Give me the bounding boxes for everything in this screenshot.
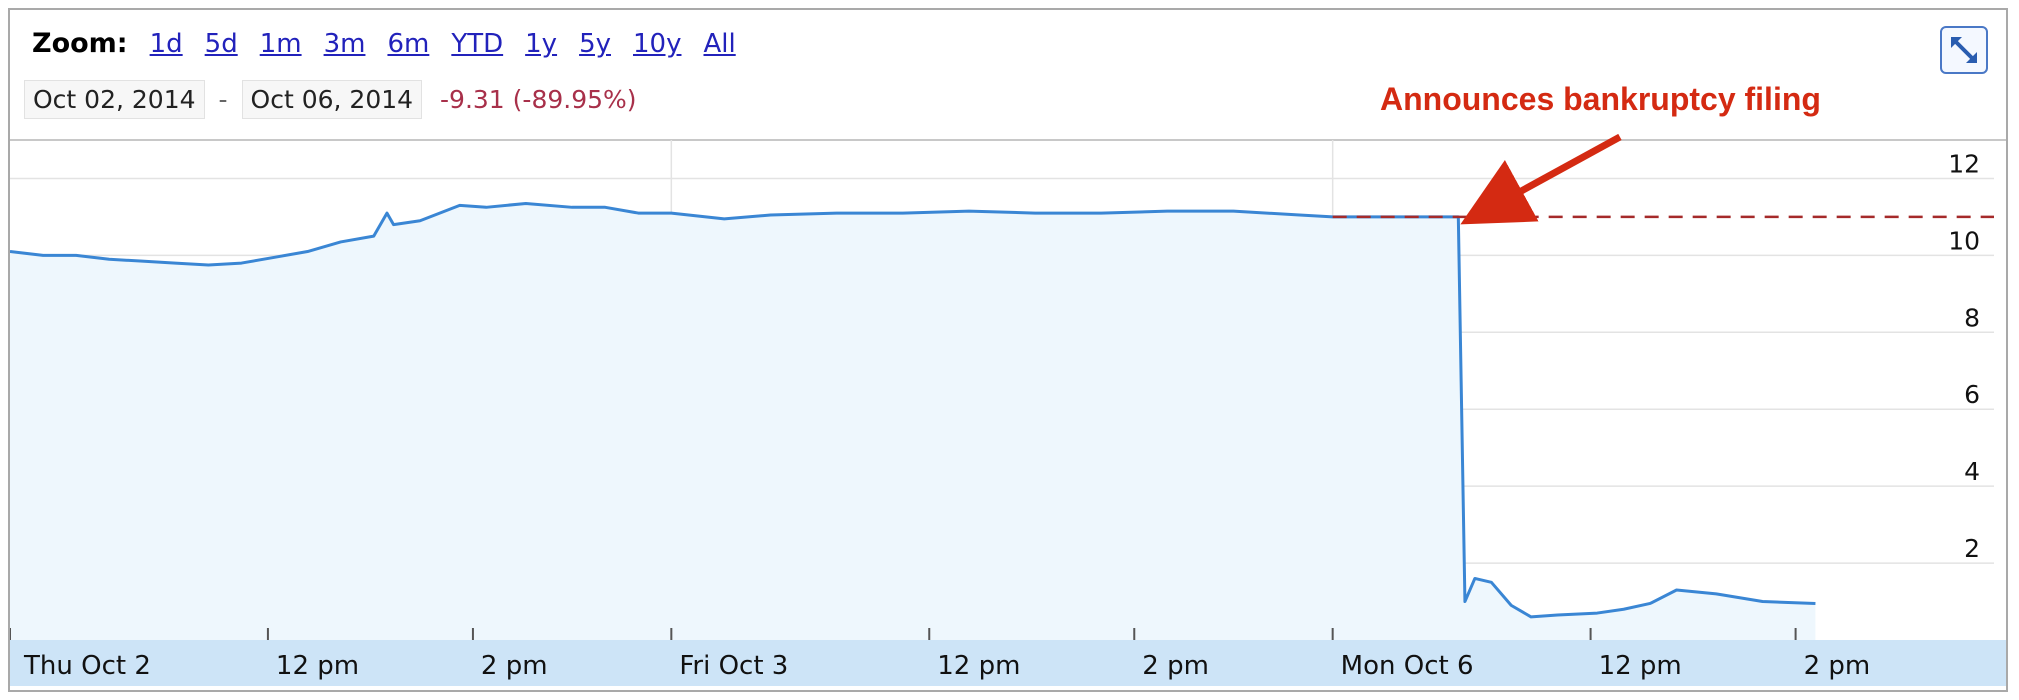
x-tick-label: 12 pm (937, 651, 1020, 681)
zoom-label: Zoom: (32, 28, 128, 59)
annotation-label: Announces bankruptcy filing (1380, 81, 1821, 117)
zoom-3m[interactable]: 3m (323, 29, 366, 59)
end-date-field[interactable]: Oct 06, 2014 (241, 80, 423, 119)
chart-svg: 2 4 6 8 10 12 Thu Oct 2 12 pm 2 pm Fri Oct 3 12 pm… (10, 81, 2006, 686)
y-tick-label: 10 (1948, 226, 1980, 255)
price-change: -9.31 (-89.95%) (440, 85, 637, 114)
series-area (10, 203, 1816, 640)
date-range: Oct 02, 2014 - Oct 06, 2014 -9.31 (-89.9… (24, 80, 637, 119)
y-tick-label: 2 (1964, 534, 1980, 563)
expand-arrows-icon (1951, 37, 1977, 63)
chart-frame: 2 4 6 8 10 12 Thu Oct 2 12 pm 2 pm Fri Oct 3 12 pm… (8, 8, 2008, 692)
x-tick-label: 2 pm (481, 651, 548, 681)
zoom-5d[interactable]: 5d (204, 29, 238, 59)
y-tick-label: 12 (1948, 149, 1980, 178)
zoom-1d[interactable]: 1d (149, 29, 183, 59)
series-line (10, 201, 1816, 619)
zoom-5y[interactable]: 5y (579, 29, 611, 59)
x-tick-label: 12 pm (276, 651, 359, 681)
start-date-field[interactable]: Oct 02, 2014 (24, 80, 205, 119)
x-tick-label: Thu Oct 2 (23, 651, 151, 681)
zoom-6m[interactable]: 6m (387, 29, 430, 59)
zoom-ytd[interactable]: YTD (451, 29, 504, 59)
zoom-1m[interactable]: 1m (259, 29, 302, 59)
x-tick-label: 12 pm (1599, 651, 1682, 681)
zoom-1y[interactable]: 1y (525, 29, 558, 59)
expand-button[interactable] (1940, 26, 1988, 74)
zoom-controls: Zoom: 1d 5d 1m 3m 6m YTD 1y 5y 10y All (32, 28, 758, 59)
y-tick-label: 4 (1964, 457, 1980, 486)
y-tick-label: 8 (1964, 303, 1980, 332)
date-separator: - (218, 85, 228, 114)
x-tick-label: Fri Oct 3 (679, 651, 788, 681)
x-axis-band (10, 640, 2006, 686)
x-tick-label: Mon Oct 6 (1341, 651, 1474, 681)
x-tick-label: 2 pm (1142, 651, 1209, 681)
zoom-10y[interactable]: 10y (633, 29, 682, 59)
zoom-all[interactable]: All (703, 29, 736, 59)
toolbar: Zoom: 1d 5d 1m 3m 6m YTD 1y 5y 10y All O… (10, 10, 2006, 140)
annotation-arrow (1460, 133, 1622, 225)
x-tick-label: 2 pm (1804, 651, 1871, 681)
y-tick-label: 6 (1964, 380, 1980, 409)
